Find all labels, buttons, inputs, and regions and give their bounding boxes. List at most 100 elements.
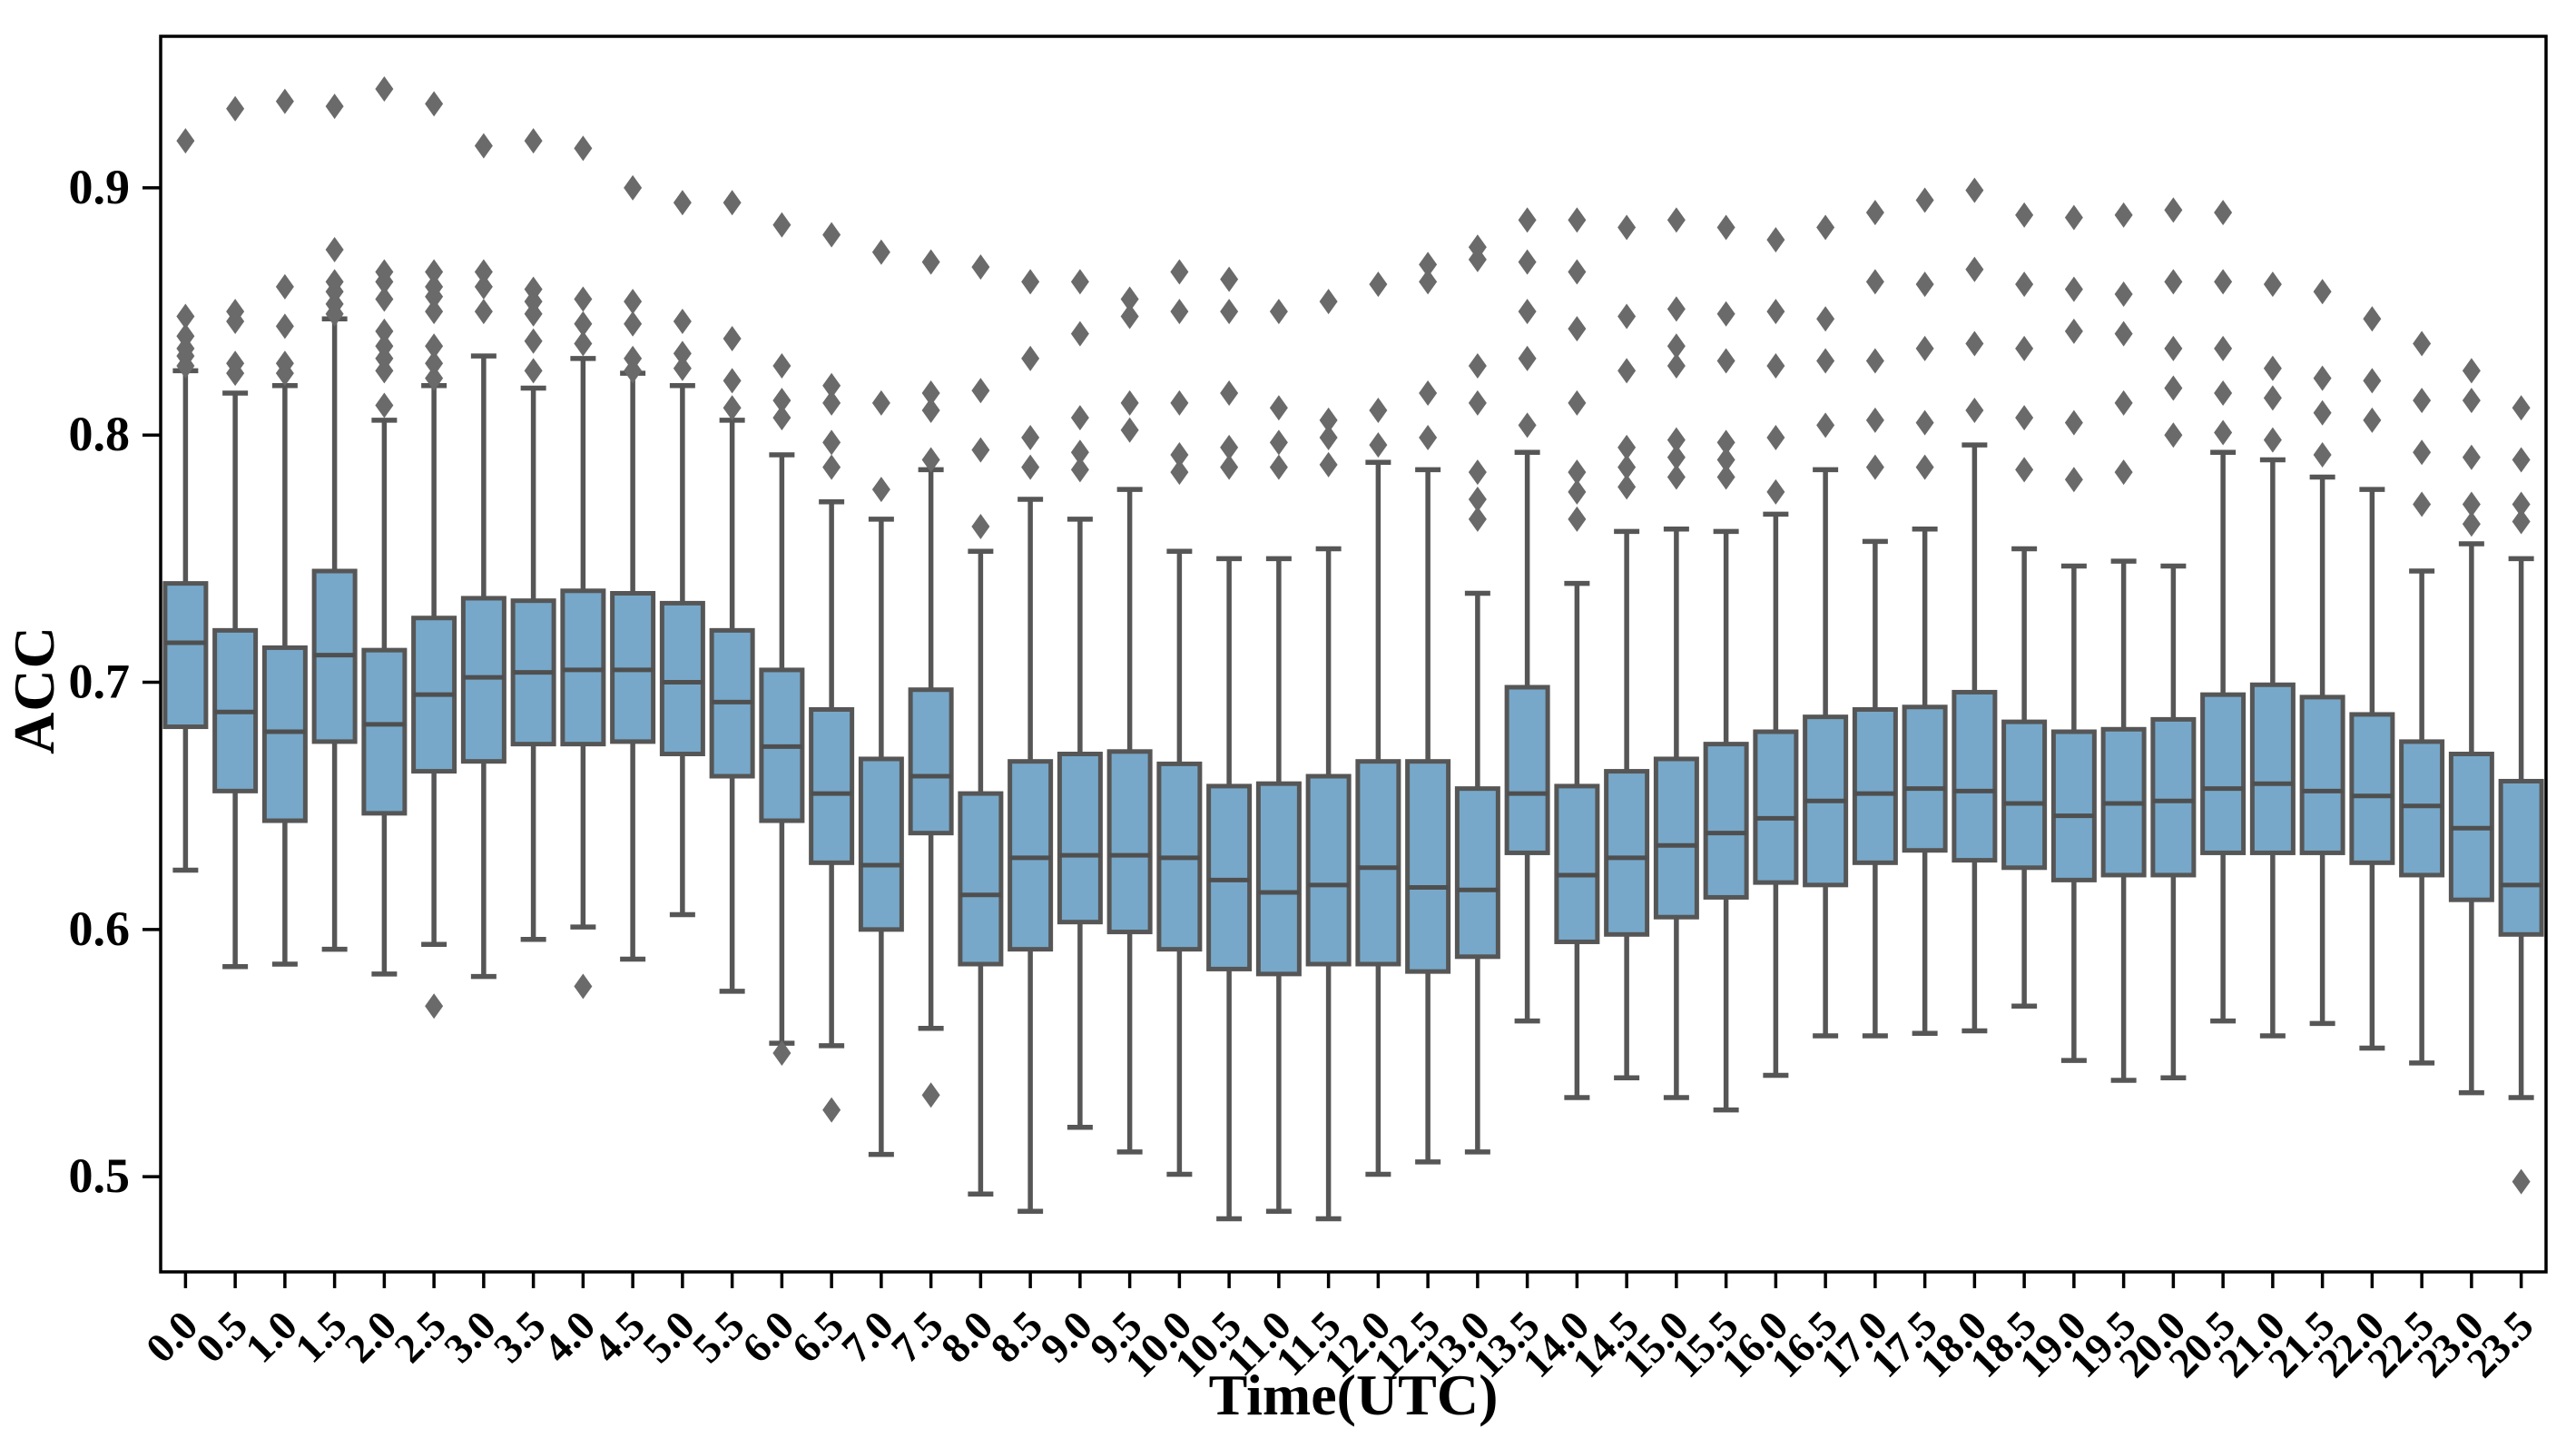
- outlier-diamond-icon: [1766, 352, 1785, 379]
- outlier-diamond-icon: [2313, 399, 2332, 426]
- box-iqr: [2150, 716, 2197, 878]
- y-tick-label: 0.8: [69, 407, 131, 461]
- box-group-17.0: [1852, 200, 1898, 1039]
- outlier-diamond-icon: [1419, 251, 1438, 278]
- outlier-diamond-icon: [1865, 454, 1884, 480]
- box-iqr: [1355, 759, 1401, 967]
- outlier-diamond-icon: [1716, 429, 1735, 456]
- outlier-diamond-icon: [1120, 286, 1139, 312]
- outlier-diamond-icon: [1419, 269, 1438, 295]
- outlier-diamond-icon: [325, 269, 344, 295]
- box-group-9.5: [1106, 286, 1153, 1155]
- outlier-diamond-icon: [325, 94, 344, 120]
- outlier-diamond-icon: [1518, 412, 1537, 438]
- outlier-diamond-icon: [2512, 508, 2531, 535]
- outlier-diamond-icon: [1220, 299, 1239, 325]
- outlier-diamond-icon: [1865, 200, 1884, 226]
- box-group-10.0: [1156, 259, 1203, 1177]
- outlier-diamond-icon: [1369, 432, 1388, 458]
- box-group-12.5: [1405, 251, 1451, 1165]
- box-group-19.0: [2050, 204, 2097, 1063]
- outlier-diamond-icon: [871, 239, 890, 265]
- outlier-diamond-icon: [1518, 345, 1537, 371]
- outlier-diamond-icon: [2462, 511, 2481, 537]
- outlier-diamond-icon: [474, 273, 493, 300]
- outlier-diamond-icon: [2114, 320, 2133, 347]
- outlier-diamond-icon: [1568, 459, 1587, 486]
- outlier-diamond-icon: [971, 378, 990, 404]
- outlier-diamond-icon: [1120, 417, 1139, 443]
- box-iqr: [858, 756, 904, 932]
- outlier-diamond-icon: [2413, 491, 2432, 517]
- outlier-diamond-icon: [1319, 289, 1338, 315]
- outlier-diamond-icon: [524, 358, 543, 384]
- box-group-13.5: [1504, 207, 1550, 1024]
- outlier-diamond-icon: [2164, 375, 2183, 401]
- box-iqr: [2050, 729, 2097, 882]
- outlier-diamond-icon: [2462, 388, 2481, 414]
- outlier-diamond-icon: [2015, 271, 2034, 298]
- outlier-diamond-icon: [2114, 281, 2133, 308]
- box-iqr: [2200, 692, 2247, 855]
- box-group-9.0: [1057, 269, 1103, 1130]
- outlier-diamond-icon: [2064, 276, 2083, 302]
- plot-frame: [159, 34, 2548, 1274]
- outlier-diamond-icon: [1915, 187, 1934, 213]
- outlier-diamond-icon: [822, 1097, 841, 1123]
- box-group-3.5: [510, 128, 556, 942]
- x-axis-label: Time(UTC): [1208, 1363, 1499, 1427]
- outlier-diamond-icon: [425, 299, 444, 325]
- outlier-diamond-icon: [1915, 409, 1934, 436]
- outlier-diamond-icon: [921, 398, 940, 424]
- outlier-diamond-icon: [2214, 379, 2233, 406]
- outlier-diamond-icon: [425, 333, 444, 360]
- outlier-diamond-icon: [2413, 439, 2432, 466]
- outlier-diamond-icon: [921, 379, 940, 406]
- outlier-diamond-icon: [2462, 491, 2481, 517]
- outlier-diamond-icon: [524, 128, 543, 154]
- outlier-diamond-icon: [2114, 459, 2133, 486]
- box-group-23.5: [2498, 395, 2544, 1195]
- box-iqr: [560, 588, 606, 747]
- outlier-diamond-icon: [2512, 447, 2531, 473]
- outlier-diamond-icon: [2263, 271, 2282, 298]
- outlier-diamond-icon: [772, 352, 791, 379]
- box-iqr: [1554, 783, 1600, 944]
- outlier-diamond-icon: [2462, 444, 2481, 470]
- box-iqr: [1057, 752, 1103, 925]
- outlier-diamond-icon: [1518, 299, 1537, 325]
- box-group-0.5: [212, 95, 259, 970]
- box-group-2.5: [411, 91, 457, 1020]
- outlier-diamond-icon: [574, 310, 593, 337]
- y-tick-label: 0.7: [69, 655, 131, 709]
- box-group-14.0: [1554, 207, 1600, 1100]
- box-group-1.5: [311, 94, 358, 952]
- outlier-diamond-icon: [1915, 335, 1934, 361]
- outlier-diamond-icon: [2214, 200, 2233, 226]
- outlier-diamond-icon: [1965, 177, 1984, 203]
- outlier-diamond-icon: [1269, 454, 1288, 480]
- outlier-diamond-icon: [325, 237, 344, 263]
- box-group-16.5: [1803, 214, 1849, 1039]
- outlier-diamond-icon: [1170, 299, 1189, 325]
- outlier-diamond-icon: [723, 395, 742, 421]
- box-iqr: [958, 791, 1004, 967]
- box-group-11.5: [1305, 289, 1352, 1222]
- box-iqr: [610, 591, 656, 744]
- box-iqr: [1703, 742, 1749, 900]
- box-group-8.0: [958, 254, 1004, 1197]
- outlier-diamond-icon: [176, 303, 195, 330]
- box-iqr: [1106, 749, 1153, 935]
- outlier-diamond-icon: [673, 340, 692, 367]
- outlier-diamond-icon: [1766, 299, 1785, 325]
- box-iqr: [361, 647, 408, 816]
- box-group-11.0: [1255, 299, 1302, 1215]
- outlier-diamond-icon: [1667, 464, 1686, 490]
- box-group-15.5: [1703, 214, 1749, 1113]
- box-iqr: [1852, 706, 1898, 865]
- outlier-diamond-icon: [474, 133, 493, 159]
- outlier-diamond-icon: [1468, 352, 1487, 379]
- outlier-diamond-icon: [474, 259, 493, 285]
- box-iqr: [2299, 694, 2345, 855]
- outlier-diamond-icon: [1766, 478, 1785, 505]
